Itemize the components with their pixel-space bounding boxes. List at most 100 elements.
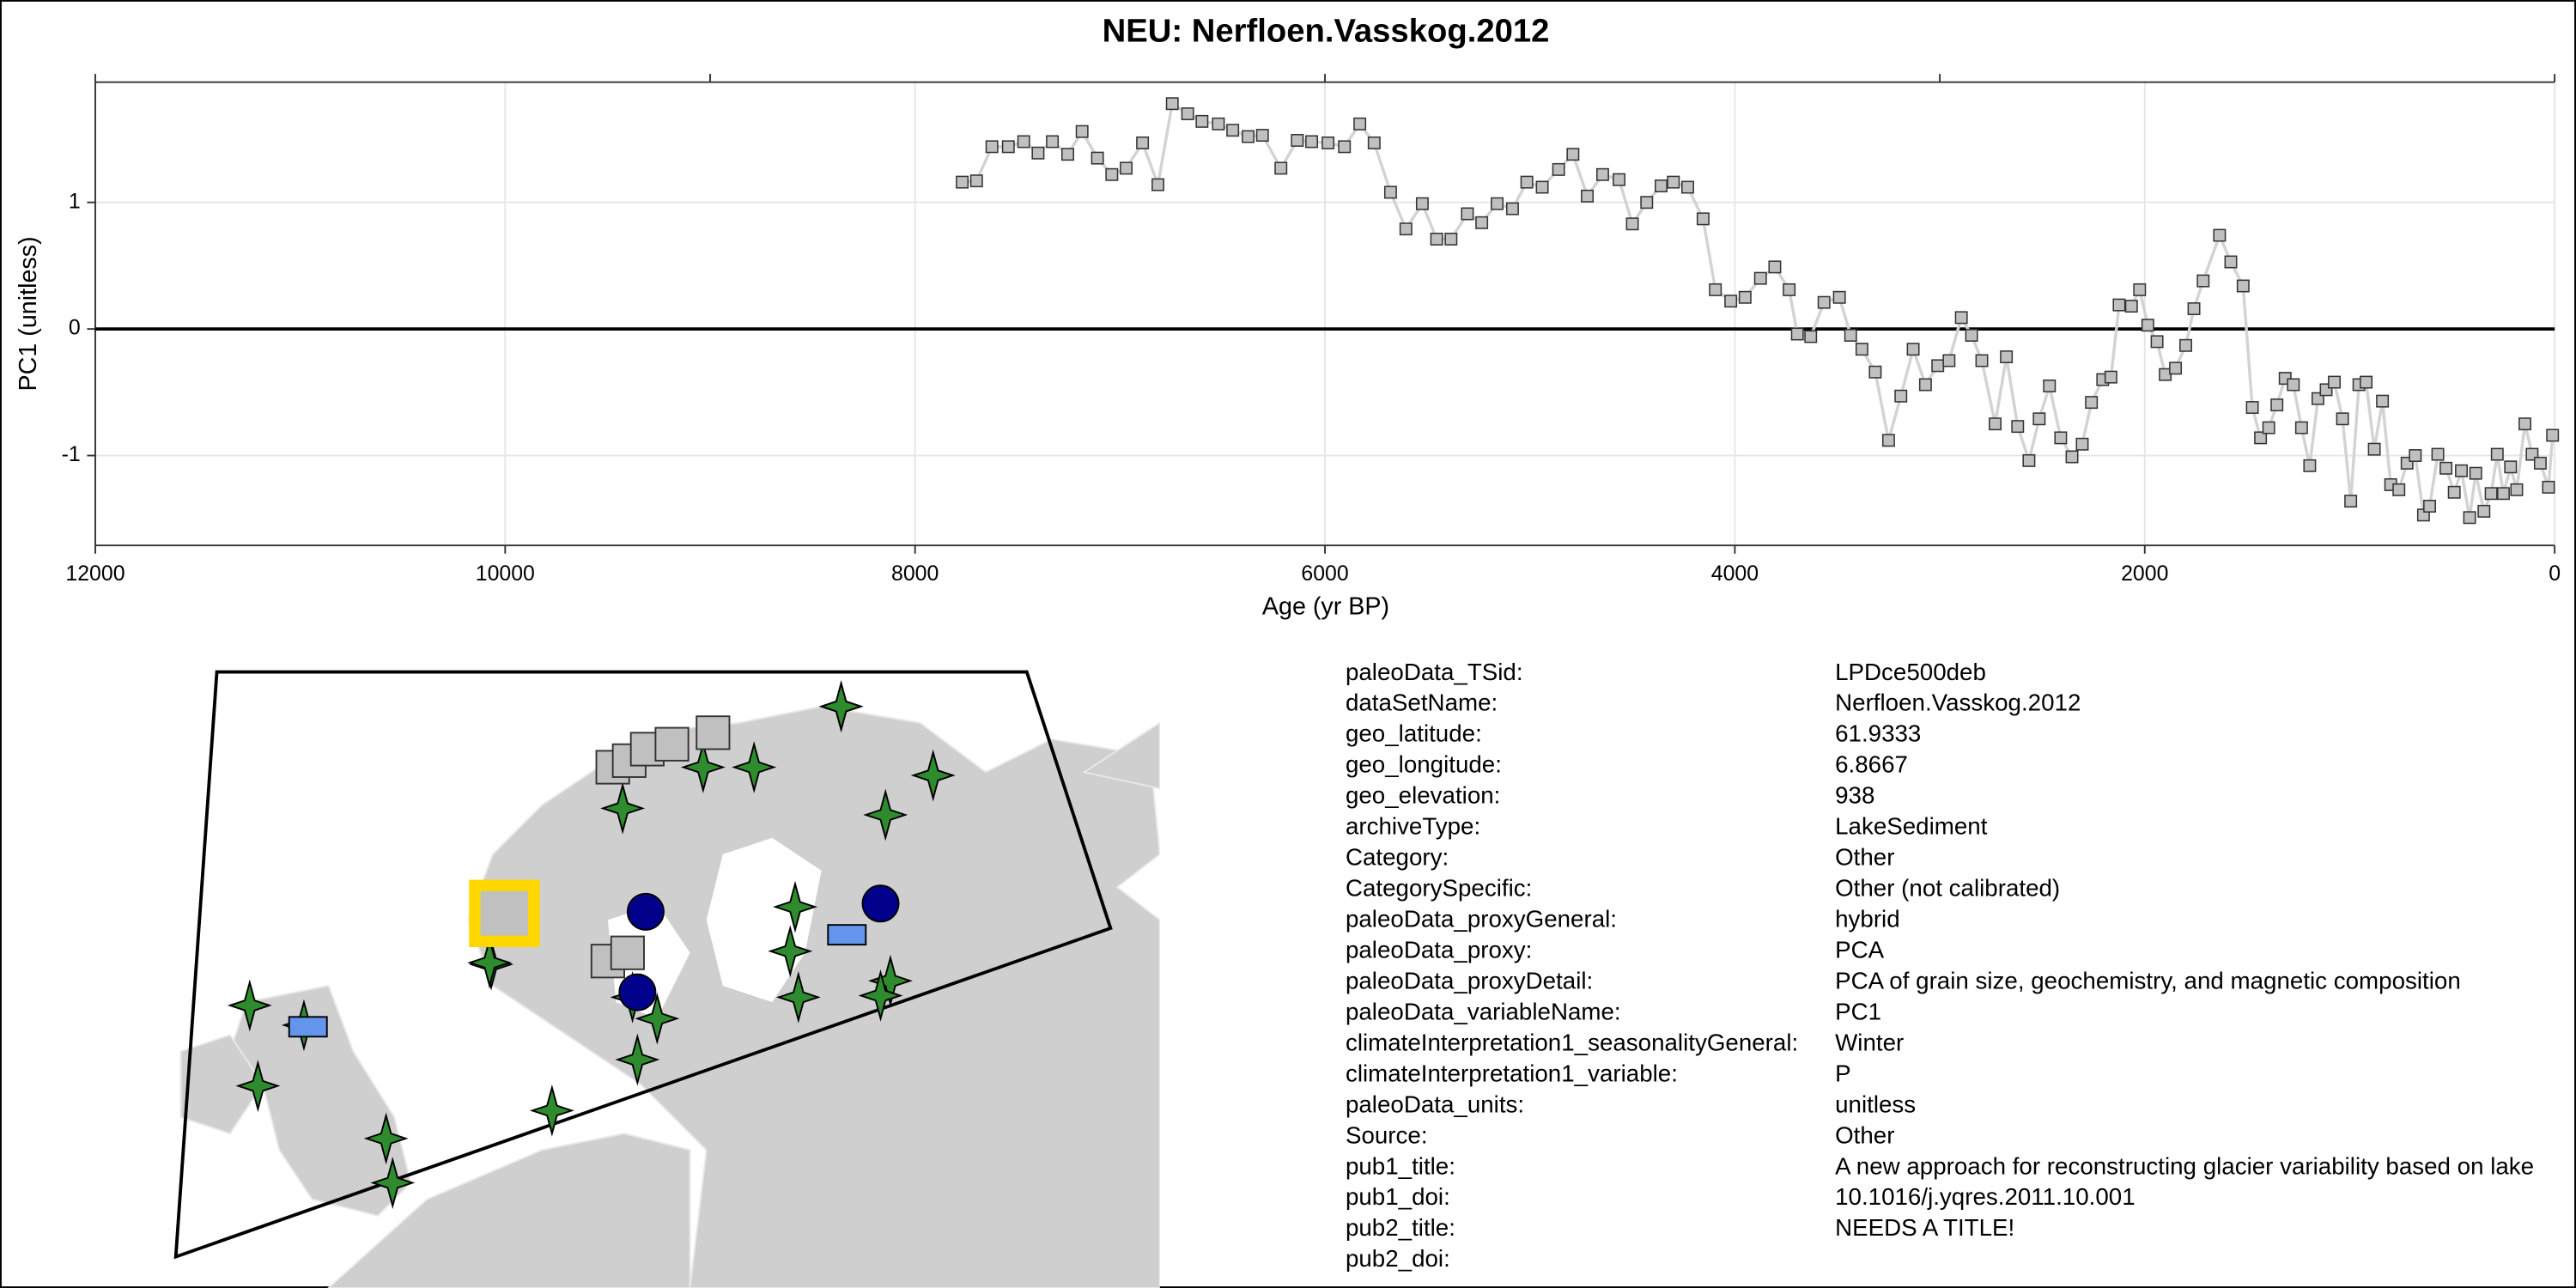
metadata-key: archiveType:	[1346, 813, 1480, 840]
data-point	[1552, 162, 1565, 176]
data-point	[1367, 136, 1381, 149]
metadata-key: geo_longitude:	[1346, 751, 1502, 778]
metadata-value: 6.8667	[1835, 751, 1908, 778]
data-point	[2187, 302, 2201, 315]
data-point	[1505, 202, 1519, 216]
y-tick-label: 1	[69, 189, 81, 213]
metadata-key: pub1_doi:	[1346, 1183, 1450, 1210]
data-point	[2112, 298, 2126, 312]
metadata-key: geo_latitude:	[1346, 720, 1482, 747]
x-tick-label: 2000	[2121, 562, 2168, 586]
data-point	[2196, 274, 2210, 288]
data-point	[1844, 329, 1857, 342]
data-point	[2065, 450, 2079, 464]
data-point	[1291, 134, 1304, 147]
metadata-key: paleoData_proxyGeneral:	[1346, 906, 1617, 933]
x-tick-label: 12000	[65, 562, 125, 586]
metadata-key: Category:	[1346, 844, 1449, 871]
marker	[618, 973, 657, 1012]
data-point	[2104, 370, 2117, 384]
data-point	[1709, 283, 1722, 296]
data-point	[2245, 401, 2259, 414]
data-point	[1105, 167, 1119, 181]
data-point	[2043, 379, 2057, 392]
data-point	[1975, 354, 1989, 368]
data-point	[1696, 212, 1710, 226]
land-ireland	[179, 1034, 264, 1135]
data-point	[2504, 460, 2518, 474]
data-point	[2169, 361, 2183, 375]
data-point	[1783, 283, 1796, 296]
data-point	[1724, 295, 1738, 308]
y-axis-label: PC1 (unitless)	[15, 236, 42, 391]
data-point	[1475, 216, 1489, 229]
data-point	[1165, 97, 1179, 111]
data-point	[2022, 453, 2036, 467]
metadata-key: paleoData_variableName:	[1346, 998, 1621, 1024]
square-markers	[469, 715, 731, 979]
data-point	[1017, 135, 1030, 149]
data-point	[1091, 151, 1104, 165]
data-point	[1738, 290, 1752, 304]
metadata-value: LPDce500deb	[1835, 659, 1986, 685]
data-point	[2054, 431, 2068, 445]
data-point	[2344, 495, 2358, 508]
data-point	[1667, 175, 1680, 189]
metadata-key: climateInterpretation1_variable:	[1346, 1060, 1678, 1086]
data-point	[1931, 359, 1945, 373]
data-point	[1965, 329, 1978, 342]
metadata-value: 61.9333	[1835, 720, 1921, 747]
rect-markers	[288, 924, 867, 1038]
metadata-table: paleoData_TSid: LPDce500deb dataSetName: Ne…	[1346, 659, 2534, 1272]
data-point	[2224, 255, 2238, 269]
data-point	[2336, 412, 2349, 426]
data-point	[1613, 173, 1626, 186]
data-point	[1001, 140, 1015, 154]
data-point	[2150, 335, 2164, 349]
data-point	[1681, 180, 1694, 194]
data-point	[1031, 146, 1045, 160]
data-point	[1305, 135, 1318, 149]
metadata-value: 938	[1835, 782, 1874, 809]
metadata-key: paleoData_proxy:	[1346, 936, 1532, 963]
data-point	[1444, 232, 1458, 246]
y-tick-label: 0	[69, 316, 81, 340]
data-point	[1894, 389, 1908, 403]
data-point	[1989, 417, 2002, 431]
data-point	[1195, 114, 1209, 128]
metadata-value: Other	[1835, 844, 1894, 871]
data-point	[1581, 189, 1595, 203]
data-point	[2490, 447, 2504, 461]
data-point	[2133, 283, 2147, 296]
data-point	[1338, 140, 1352, 154]
data-point	[1817, 295, 1831, 309]
chart: NEU: Nerfloen.Vasskog.2012 Age (yr BP) P…	[15, 12, 2561, 620]
metadata-key: pub2_doi:	[1346, 1245, 1450, 1272]
data-point	[2439, 461, 2453, 475]
data-point	[1868, 365, 1882, 379]
data-point	[2213, 228, 2227, 242]
metadata-value: unitless	[1835, 1091, 1916, 1117]
data-point	[1918, 378, 1932, 392]
data-point	[1151, 178, 1164, 191]
metadata-value: LakeSediment	[1835, 813, 1988, 840]
data-point	[1954, 311, 1968, 325]
marker	[696, 715, 731, 750]
data-point	[2518, 417, 2531, 431]
metadata-value: Nerfloen.Vasskog.2012	[1835, 690, 2081, 716]
data-point	[2447, 485, 2461, 499]
data-point	[1430, 232, 1443, 246]
map-region-border	[173, 670, 1113, 1260]
x-tick-label: 8000	[891, 562, 939, 586]
data-point	[1906, 343, 1920, 356]
data-point	[1321, 136, 1335, 149]
data-point	[2294, 421, 2308, 434]
metadata-key: climateInterpretation1_seasonalityGenera…	[1346, 1029, 1798, 1055]
data-point	[1255, 129, 1269, 143]
data-point	[1491, 197, 1504, 210]
data-point	[1625, 217, 1639, 231]
metadata-value: P	[1835, 1060, 1850, 1086]
data-point	[1415, 197, 1429, 210]
star-markers	[228, 680, 954, 1207]
